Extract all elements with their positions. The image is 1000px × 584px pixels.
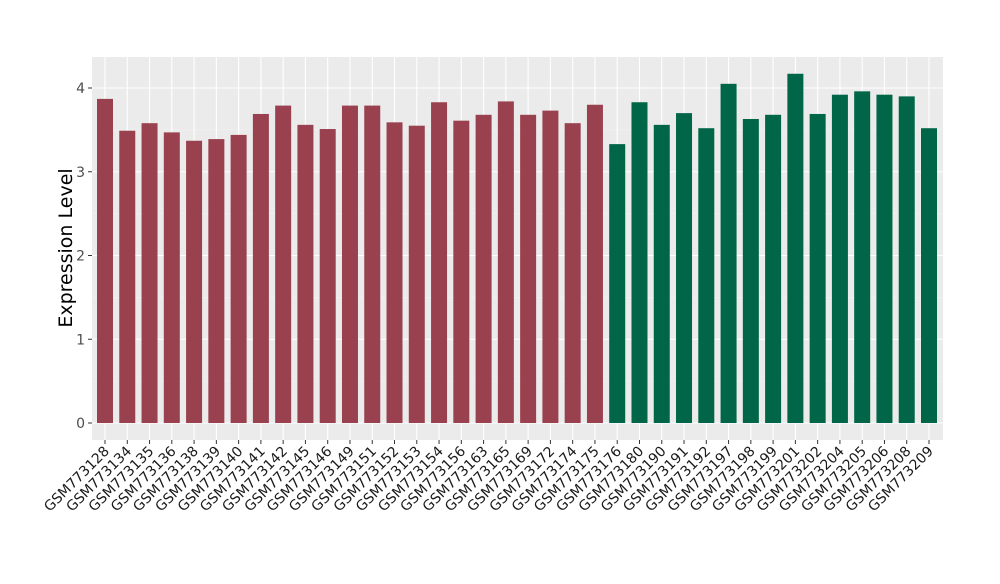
bar <box>787 73 804 423</box>
bar <box>186 140 203 423</box>
bar <box>542 110 559 424</box>
bar <box>208 139 225 423</box>
bar <box>586 104 603 423</box>
bar <box>252 113 269 424</box>
bar <box>364 105 381 424</box>
bar <box>564 123 581 424</box>
bar <box>809 113 826 424</box>
bar <box>386 122 403 424</box>
bar <box>297 124 314 423</box>
bar <box>653 124 670 423</box>
y-tick-label: 2 <box>76 249 85 265</box>
y-tick-label: 4 <box>76 81 85 97</box>
bar <box>431 102 448 424</box>
bar <box>319 129 336 423</box>
bar <box>676 113 693 423</box>
bar <box>275 105 292 424</box>
y-tick-label: 1 <box>76 332 85 348</box>
bar <box>163 132 180 423</box>
bar <box>141 123 158 424</box>
bar <box>97 98 113 423</box>
bar <box>876 94 893 423</box>
bar <box>408 125 425 423</box>
bar <box>742 118 759 424</box>
bar <box>921 128 937 423</box>
bar <box>609 144 626 424</box>
bar <box>119 130 136 423</box>
bar <box>720 83 737 423</box>
y-axis-label: Expression Level <box>55 168 77 327</box>
bar <box>520 114 537 424</box>
bar <box>898 96 915 423</box>
y-tick-label: 0 <box>76 416 85 432</box>
bar <box>765 114 782 424</box>
y-tick-label: 3 <box>76 165 85 181</box>
bar <box>475 114 492 424</box>
bar <box>341 105 358 424</box>
bar <box>854 91 871 423</box>
bar <box>497 101 514 424</box>
bar <box>230 134 247 423</box>
bar <box>831 94 848 423</box>
bar <box>453 120 470 423</box>
bar <box>631 102 648 424</box>
bar <box>698 128 715 423</box>
